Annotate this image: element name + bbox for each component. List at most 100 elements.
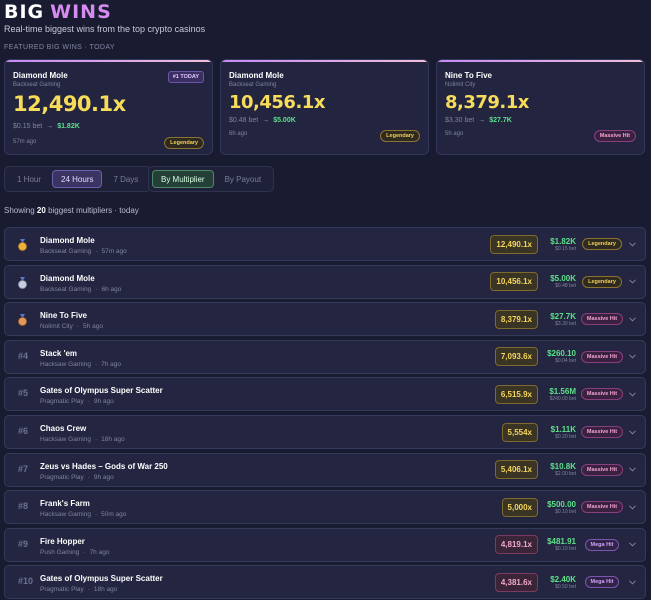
arrow-right-icon: → — [478, 117, 486, 124]
tier-slot: Massive Hit — [580, 313, 624, 326]
chevron-down-icon[interactable] — [628, 315, 636, 323]
provider-name: Backseat Gaming — [40, 285, 92, 293]
game-name: Zeus vs Hades – Gods of War 250 — [40, 461, 168, 471]
summary-count: 20 — [36, 206, 46, 215]
table-row[interactable]: #8 Frank's Farm Hacksaw Gaming · 50m ago 5,00… — [4, 490, 646, 525]
chevron-down-icon[interactable] — [628, 541, 636, 549]
payout-column: $260.10 $0.04 bet — [544, 349, 576, 364]
table-row[interactable]: #5 Gates of Olympus Super Scatter Pragmati… — [4, 377, 646, 412]
sort-tabs: By Multiplier By Payout — [148, 166, 275, 192]
table-row[interactable]: #10 Gates of Olympus Super Scatter Pragmat… — [4, 565, 646, 600]
tier-slot: Mega Hit — [582, 576, 622, 589]
tab-7-days[interactable]: 7 Days — [113, 174, 139, 184]
row-stats: 7,093.6x $260.10 $0.04 bet Massive Hit — [494, 341, 636, 373]
game-meta: Hacksaw Gaming · 50m ago — [40, 511, 126, 518]
featured-card-2[interactable]: Diamond Mole Backseat Gaming 10,456.1x $… — [220, 59, 429, 155]
tier-badge: Mega Hit — [584, 538, 620, 551]
separator: · — [94, 436, 98, 443]
win-time: 7h ago — [89, 548, 110, 556]
bet-amount: $3.30 bet — [445, 117, 475, 124]
payout-column: $2.40K $0.50 bet — [544, 575, 576, 590]
separator: · — [83, 548, 86, 556]
chevron-down-icon[interactable] — [628, 466, 636, 474]
featured-provider: Backseat Gaming — [229, 82, 277, 88]
chevron-down-icon[interactable] — [628, 353, 636, 361]
summary-prefix: Showing — [4, 206, 35, 215]
table-row[interactable]: Nine To Five Nolimit City · 5h ago 8,379.1x $… — [4, 302, 646, 337]
payout-amount: $500.00 — [547, 499, 576, 509]
tier-badge: Mega Hit — [584, 576, 620, 589]
title-word-wins: WINS — [50, 1, 112, 23]
tab-by-multiplier[interactable]: By Multiplier — [152, 170, 214, 188]
table-row[interactable]: #9 Fire Hopper Push Gaming · 7h ago 4,819.1x $… — [4, 527, 646, 562]
payout-column: $27.7K $3.30 bet — [544, 312, 576, 327]
multiplier-pill: 5,000x — [501, 497, 538, 517]
rank-badge: #1 TODAY — [167, 71, 204, 83]
win-time: 6h ago — [101, 285, 122, 293]
payout-amount: $10.8K — [550, 462, 576, 472]
chevron-down-icon[interactable] — [628, 390, 636, 398]
featured-card-3[interactable]: Nine To Five Nolimit City 8,379.1x $3.30… — [436, 59, 645, 155]
featured-card-accent-bar — [437, 60, 644, 62]
featured-multiplier: 12,490.1x — [13, 92, 126, 116]
tab-24-hours[interactable]: 24 Hours — [52, 170, 103, 188]
table-row[interactable]: Diamond Mole Backseat Gaming · 57m ago 12,49… — [4, 227, 646, 261]
provider-name: Pragmatic Play — [40, 473, 84, 481]
bet-amount: $0.10 bet — [555, 508, 576, 515]
rank-number: #7 — [18, 463, 29, 474]
row-stats: 12,490.1x $1.82K $0.15 bet Legendary — [490, 228, 636, 260]
win-time: 57m ago — [101, 248, 127, 255]
payout-column: $1.11K $0.20 bet — [544, 425, 576, 440]
page-subtitle: Real-time biggest wins from the top cryp… — [4, 24, 206, 34]
multiplier-pill: 4,819.1x — [494, 535, 538, 555]
multiplier-pill: 4,381.6x — [494, 572, 538, 592]
chevron-down-icon[interactable] — [628, 428, 636, 436]
featured-time: 6h ago — [229, 131, 248, 137]
tier-badge: Legendary — [164, 137, 204, 149]
bet-amount: $0.10 bet — [555, 546, 576, 553]
rank-number: #8 — [18, 501, 29, 512]
win-time: 9h ago — [93, 398, 114, 406]
provider-name: Pragmatic Play — [40, 398, 84, 406]
table-row[interactable]: Diamond Mole Backseat Gaming · 6h ago 10,456… — [4, 264, 646, 299]
chevron-down-icon[interactable] — [628, 503, 636, 511]
row-stats: 4,819.1x $481.91 $0.10 bet Mega Hit — [494, 529, 636, 561]
provider-name: Hacksaw Gaming — [40, 511, 91, 519]
separator: · — [94, 360, 98, 368]
separator: · — [95, 248, 98, 255]
table-row[interactable]: #7 Zeus vs Hades – Gods of War 250 Pragmat… — [4, 452, 646, 487]
win-time: 18h ago — [93, 586, 118, 594]
game-name: Gates of Olympus Super Scatter — [40, 386, 163, 396]
payout-amount: $2.40K — [550, 574, 576, 584]
row-stats: 5,554x $1.11K $0.20 bet Massive Hit — [501, 416, 636, 448]
provider-name: Nolimit City — [40, 323, 73, 331]
payout-amount: $260.10 — [547, 349, 576, 359]
tier-badge: Massive Hit — [580, 313, 624, 326]
tier-badge: Legendary — [582, 238, 622, 250]
tab-1-hour[interactable]: 1 Hour — [17, 174, 42, 184]
chevron-down-icon[interactable] — [628, 278, 636, 286]
tier-slot: Legendary — [582, 238, 622, 250]
win-time: 50m ago — [101, 511, 127, 519]
win-time: 18h ago — [101, 436, 125, 443]
chevron-down-icon[interactable] — [628, 578, 636, 586]
featured-time: 5h ago — [445, 131, 464, 137]
medal-icon — [18, 314, 27, 327]
rank-number: #10 — [18, 576, 34, 587]
tab-by-payout[interactable]: By Payout — [224, 174, 262, 184]
tier-slot: Massive Hit — [580, 501, 624, 514]
game-meta: Pragmatic Play · 9h ago — [40, 474, 114, 481]
chevron-down-icon[interactable] — [628, 240, 636, 248]
multiplier-pill: 12,490.1x — [490, 234, 538, 254]
provider-name: Backseat Gaming — [40, 248, 92, 255]
bet-amount: $0.48 bet — [555, 283, 576, 290]
game-name: Stack 'em — [40, 348, 78, 358]
tier-badge: Massive Hit — [580, 501, 624, 514]
payout-amount: $1.82K — [57, 123, 80, 130]
table-row[interactable]: #6 Chaos Crew Hacksaw Gaming · 18h ago 5,554x… — [4, 415, 646, 449]
multiplier-pill: 7,093.6x — [494, 347, 538, 367]
featured-multiplier: 8,379.1x — [445, 92, 529, 113]
payout-column: $1.82K $0.15 bet — [544, 237, 576, 252]
featured-card-1[interactable]: Diamond Mole Backseat Gaming #1 TODAY 12… — [4, 59, 213, 155]
table-row[interactable]: #4 Stack 'em Hacksaw Gaming · 7h ago 7,093.6x… — [4, 339, 646, 374]
